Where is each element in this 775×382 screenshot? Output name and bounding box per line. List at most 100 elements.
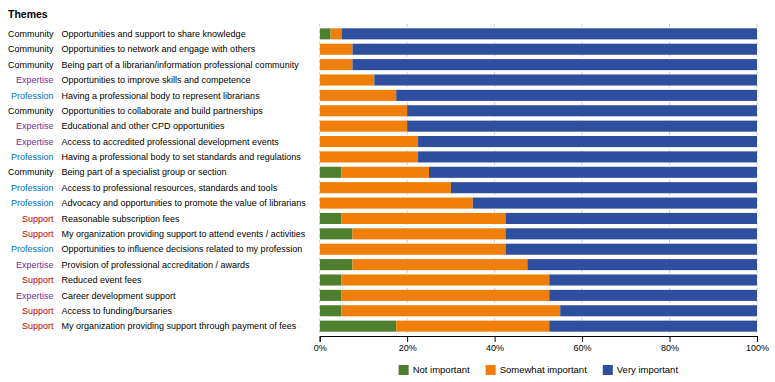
theme-label: Community xyxy=(8,60,54,70)
tick-mark xyxy=(407,336,408,342)
grid-line xyxy=(319,24,320,336)
theme-label: Support xyxy=(22,214,54,224)
category-labels: Community Opportunities and support to sh… xyxy=(8,29,306,331)
theme-label: Expertise xyxy=(16,260,54,270)
bar xyxy=(320,244,506,255)
legend: Not important Somewhat important Very impo… xyxy=(399,364,679,375)
bar xyxy=(320,305,342,316)
grid xyxy=(320,24,757,336)
legend-label: Somewhat important xyxy=(500,364,587,375)
tick-label: 0% xyxy=(314,343,327,353)
theme-label: Expertise xyxy=(16,75,54,85)
plot-area: 0% 20% 40% 60% 80% 100% xyxy=(314,24,769,353)
axis-line xyxy=(320,337,757,343)
tick-label: 100% xyxy=(746,343,769,353)
bar xyxy=(418,136,757,147)
legend-item: Not important xyxy=(399,364,470,375)
tick: 60% xyxy=(574,336,592,353)
theme-label: Profession xyxy=(11,183,54,193)
tick-mark xyxy=(495,336,496,342)
bar xyxy=(396,321,549,332)
category-label: Advocacy and opportunities to promote th… xyxy=(62,198,307,208)
bar xyxy=(473,198,757,209)
bar xyxy=(320,198,473,209)
bar xyxy=(320,59,353,70)
grid-line xyxy=(407,24,408,336)
category-label: Educational and other CPD opportunities xyxy=(62,121,226,131)
theme-label: Community xyxy=(8,29,54,39)
bar xyxy=(320,74,375,85)
grid-line xyxy=(757,24,758,336)
theme-label: Expertise xyxy=(16,121,54,131)
tick: 20% xyxy=(399,336,417,353)
group-header: Themes xyxy=(8,8,48,20)
legend-label: Not important xyxy=(413,364,470,375)
bar xyxy=(352,259,527,270)
category-label: Reduced event fees xyxy=(62,275,143,285)
tick-mark xyxy=(670,336,671,342)
category-label: Career development support xyxy=(62,291,177,301)
bar xyxy=(396,90,757,101)
grid-line xyxy=(669,24,670,336)
theme-label: Support xyxy=(22,321,54,331)
category-label: My organization providing support throug… xyxy=(62,321,297,331)
bar xyxy=(342,213,506,224)
bar xyxy=(527,259,757,270)
bar xyxy=(342,28,757,39)
bar xyxy=(374,74,757,85)
legend-label: Very important xyxy=(617,364,679,375)
theme-label: Profession xyxy=(11,152,54,162)
bar xyxy=(549,274,757,285)
bar xyxy=(320,213,342,224)
bar xyxy=(506,244,757,255)
category-label: Opportunities to network and engage with… xyxy=(62,44,256,54)
bar xyxy=(418,151,757,162)
tick: 100% xyxy=(746,336,769,353)
category-label: Access to professional resources, standa… xyxy=(62,183,278,193)
category-label: Reasonable subscription fees xyxy=(62,214,181,224)
bar xyxy=(407,105,757,116)
theme-label: Community xyxy=(8,106,54,116)
bar xyxy=(407,121,757,132)
tick-mark xyxy=(582,336,583,342)
legend-swatch xyxy=(603,365,613,375)
bar xyxy=(506,228,757,239)
x-axis: 0% 20% 40% 60% 80% 100% xyxy=(314,336,769,353)
legend-item: Very important xyxy=(603,364,679,375)
category-label: Opportunities and support to share knowl… xyxy=(62,29,246,39)
bar xyxy=(342,167,429,178)
legend-item: Somewhat important xyxy=(486,364,587,375)
theme-label: Support xyxy=(22,275,54,285)
bar xyxy=(320,259,353,270)
category-label: Having a professional body to set standa… xyxy=(62,152,302,162)
theme-label: Support xyxy=(22,229,54,239)
theme-label: Community xyxy=(8,167,54,177)
theme-label: Expertise xyxy=(16,137,54,147)
bar-series xyxy=(320,28,397,331)
theme-label: Community xyxy=(8,44,54,54)
theme-label: Profession xyxy=(11,198,54,208)
tick: 0% xyxy=(314,336,327,353)
bar xyxy=(549,321,757,332)
tick-label: 40% xyxy=(486,343,504,353)
bar-series xyxy=(320,28,561,331)
bar xyxy=(560,305,757,316)
category-label: Being part of a specialist group or sect… xyxy=(62,167,227,177)
bar xyxy=(320,90,397,101)
bar xyxy=(352,44,757,55)
category-label: Opportunities to influence decisions rel… xyxy=(62,244,303,254)
bar xyxy=(429,167,757,178)
tick-label: 80% xyxy=(661,343,679,353)
tick-mark xyxy=(757,336,758,342)
bar xyxy=(320,182,451,193)
theme-label: Profession xyxy=(11,91,54,101)
theme-label: Expertise xyxy=(16,291,54,301)
category-label: Being part of a librarian/information pr… xyxy=(62,60,300,70)
bar xyxy=(320,321,397,332)
bar xyxy=(331,28,342,39)
tick-label: 60% xyxy=(574,343,592,353)
bar xyxy=(549,290,757,301)
bar xyxy=(320,28,331,39)
category-label: Access to accredited professional develo… xyxy=(62,137,280,147)
bar xyxy=(320,136,418,147)
